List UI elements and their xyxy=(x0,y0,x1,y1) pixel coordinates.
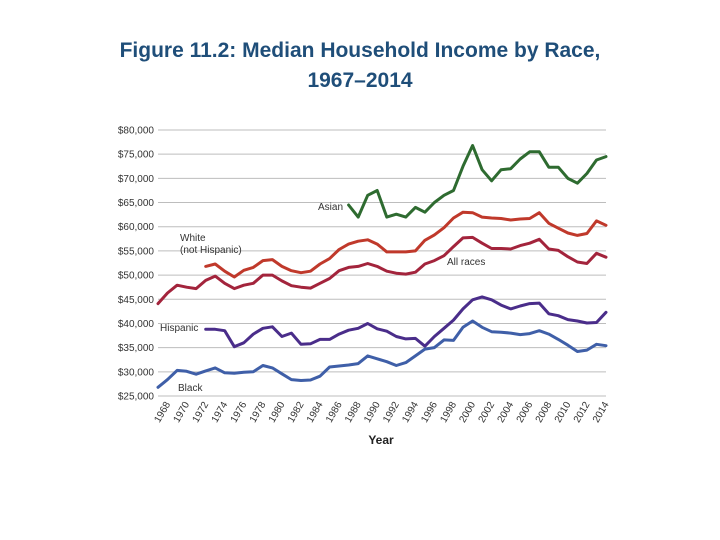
slide-title-line-2: 1967–2014 xyxy=(307,69,413,92)
x-tick-label: 1972 xyxy=(191,400,212,425)
y-tick-label: $75,000 xyxy=(118,150,155,161)
y-tick-label: $60,000 xyxy=(118,222,155,233)
x-tick-label: 1968 xyxy=(152,400,173,425)
y-tick-label: $30,000 xyxy=(118,367,155,378)
x-tick-label: 1986 xyxy=(324,400,345,425)
x-tick-label: 2008 xyxy=(534,400,555,425)
x-tick-label: 2000 xyxy=(458,400,479,425)
series-label: All races xyxy=(447,257,485,268)
series-label: Hispanic xyxy=(160,323,198,334)
y-axis-tick-labels: $25,000 $30,000 $35,000 $40,000 $45,000 $50,0… xyxy=(118,126,155,403)
y-tick-label: $80,000 xyxy=(118,126,155,137)
x-tick-label: 1998 xyxy=(438,400,459,425)
x-axis-tick-labels: 1968197019721974197619781980198219841986… xyxy=(152,400,611,425)
x-tick-label: 1970 xyxy=(172,400,193,425)
x-tick-label: 2002 xyxy=(477,400,498,425)
x-tick-label: 1984 xyxy=(305,400,326,425)
x-tick-label: 1980 xyxy=(267,400,288,425)
series-label: Black xyxy=(178,383,203,394)
x-tick-label: 1996 xyxy=(419,400,440,425)
y-tick-label: $35,000 xyxy=(118,343,155,354)
x-tick-label: 1978 xyxy=(248,400,269,425)
y-tick-label: $65,000 xyxy=(118,198,155,209)
series-lines xyxy=(156,144,608,389)
x-tick-label: 2006 xyxy=(515,400,536,425)
x-tick-label: 1994 xyxy=(400,400,421,425)
x-tick-label: 1976 xyxy=(229,400,250,425)
y-tick-label: $50,000 xyxy=(118,271,155,282)
series-labels: Asian White (not Hispanic) All races Hispani… xyxy=(160,202,485,394)
series-line-all-races xyxy=(156,235,608,306)
y-tick-label: $70,000 xyxy=(118,174,155,185)
y-tick-label: $55,000 xyxy=(118,246,155,257)
x-tick-label: 1982 xyxy=(286,400,307,425)
y-tick-label: $25,000 xyxy=(118,392,155,403)
x-tick-label: 2010 xyxy=(553,400,574,425)
x-tick-label: 2014 xyxy=(591,400,612,425)
x-tick-label: 1990 xyxy=(362,400,383,425)
x-tick-label: 1992 xyxy=(381,400,402,425)
series-line-black xyxy=(156,319,608,389)
slide-title: Figure 11.2: Median Household Income by … xyxy=(20,36,700,96)
x-tick-label: 2004 xyxy=(496,400,517,425)
series-line-asian xyxy=(347,144,608,219)
x-tick-label: 1974 xyxy=(210,400,231,425)
x-tick-label: 2012 xyxy=(572,400,593,425)
series-label: White (not Hispanic) xyxy=(180,233,242,256)
grid-lines xyxy=(158,129,606,397)
x-tick-label: 1988 xyxy=(343,400,364,425)
y-tick-label: $40,000 xyxy=(118,319,155,330)
x-axis-title: Year xyxy=(368,433,394,447)
series-line-hispanic xyxy=(204,295,608,349)
y-tick-label: $45,000 xyxy=(118,295,155,306)
series-label: Asian xyxy=(318,202,343,213)
slide-title-line-1: Figure 11.2: Median Household Income by … xyxy=(119,39,601,62)
series-line-white-not-hispanic xyxy=(204,210,608,279)
